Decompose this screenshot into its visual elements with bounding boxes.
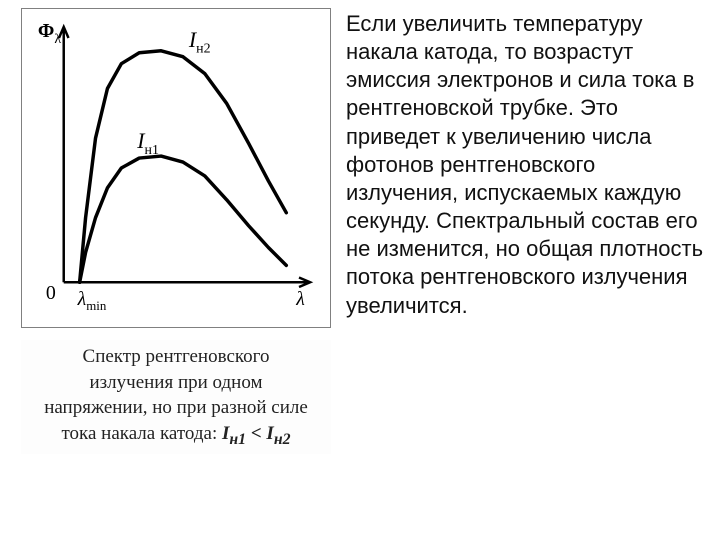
figure-caption: Спектр рентгеновского излучения при одно… xyxy=(21,340,331,454)
text-panel: Если увеличить температуру накала катода… xyxy=(340,0,720,540)
spectrum-chart: Φλ λ 0 λmin Iн2 Iн1 xyxy=(21,8,331,328)
svg-text:Iн1: Iн1 xyxy=(136,129,159,158)
svg-text:Iн2: Iн2 xyxy=(188,28,211,57)
caption-line: Спектр рентгеновского xyxy=(83,346,270,367)
svg-text:Φλ: Φλ xyxy=(38,20,61,47)
caption-ineq: Iн1 < Iн2 xyxy=(222,423,291,444)
caption-line: тока накала катода: xyxy=(61,423,222,444)
chart-svg: Φλ λ 0 λmin Iн2 Iн1 xyxy=(22,9,330,327)
caption-line: излучения при одном xyxy=(89,372,262,393)
figure-panel: Φλ λ 0 λmin Iн2 Iн1 Спектр рентгеновског… xyxy=(0,0,340,540)
body-paragraph: Если увеличить температуру накала катода… xyxy=(346,10,706,320)
svg-text:λmin: λmin xyxy=(77,288,107,313)
caption-text: Спектр рентгеновского излучения при одно… xyxy=(27,344,325,450)
svg-text:λ: λ xyxy=(295,288,305,310)
caption-line: напряжении, но при разной силе xyxy=(44,397,308,418)
svg-text:0: 0 xyxy=(46,282,56,304)
